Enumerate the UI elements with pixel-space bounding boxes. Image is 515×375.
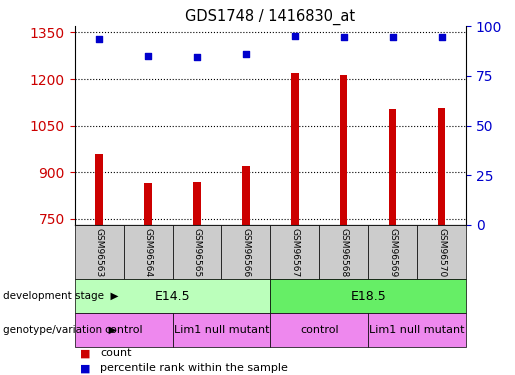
Text: development stage  ▶: development stage ▶ (3, 291, 118, 301)
Point (242, 51, 250, 57)
Bar (193, 182, 201, 375)
Bar (389, 108, 397, 375)
Text: GSM96568: GSM96568 (339, 228, 348, 277)
Point (144, 53, 152, 59)
Bar (270, 279, 466, 313)
Point (388, 34, 397, 40)
Bar (221, 225, 270, 279)
Text: ■: ■ (80, 363, 90, 374)
Text: Lim1 null mutant: Lim1 null mutant (174, 325, 269, 335)
Text: GSM96564: GSM96564 (144, 228, 152, 277)
Bar (368, 225, 417, 279)
Text: GSM96569: GSM96569 (388, 228, 397, 277)
Bar (124, 225, 173, 279)
Text: ■: ■ (80, 348, 90, 358)
Text: GSM96565: GSM96565 (193, 228, 201, 277)
Bar (417, 225, 466, 279)
Text: control: control (300, 325, 338, 335)
Bar (95, 154, 103, 375)
Bar (242, 166, 250, 375)
Point (193, 54, 201, 60)
Bar (291, 74, 299, 375)
Point (437, 34, 445, 40)
Title: GDS1748 / 1416830_at: GDS1748 / 1416830_at (185, 9, 355, 25)
Point (290, 33, 299, 39)
Text: E18.5: E18.5 (350, 290, 386, 303)
Bar (75, 313, 173, 347)
Text: count: count (100, 348, 132, 358)
Bar (270, 225, 319, 279)
Bar (173, 313, 270, 347)
Point (95, 36, 103, 42)
Bar (270, 313, 368, 347)
Bar (173, 225, 221, 279)
Text: E14.5: E14.5 (154, 290, 191, 303)
Bar (438, 108, 445, 375)
Bar (75, 279, 270, 313)
Text: genotype/variation  ▶: genotype/variation ▶ (3, 325, 116, 335)
Text: GSM96566: GSM96566 (242, 228, 250, 277)
Text: GSM96570: GSM96570 (437, 228, 446, 277)
Point (339, 34, 348, 40)
Bar (75, 225, 124, 279)
Text: GSM96567: GSM96567 (290, 228, 299, 277)
Text: Lim1 null mutant: Lim1 null mutant (369, 325, 465, 335)
Bar (368, 313, 466, 347)
Bar (319, 225, 368, 279)
Text: percentile rank within the sample: percentile rank within the sample (100, 363, 288, 374)
Bar (144, 183, 152, 375)
Text: control: control (104, 325, 143, 335)
Text: GSM96563: GSM96563 (95, 228, 104, 277)
Bar (340, 75, 348, 375)
